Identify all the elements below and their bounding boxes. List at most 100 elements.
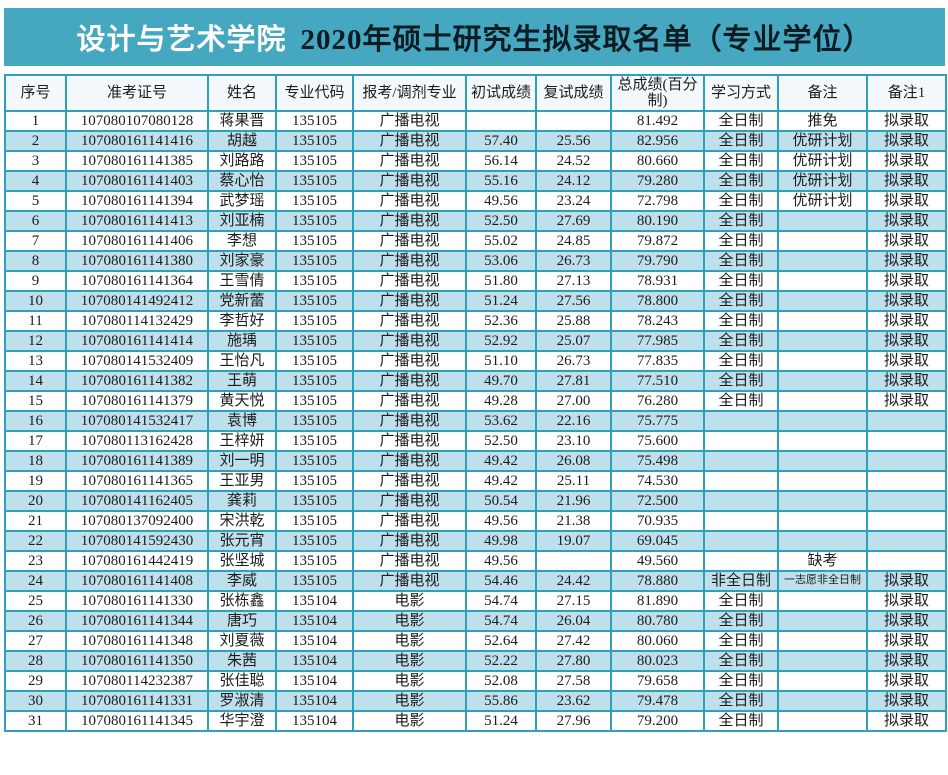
column-header: 准考证号 [65, 74, 209, 112]
cell [703, 490, 779, 512]
table-row: 8 107080161141380 刘家豪 135105 广播电视 53.06 26.73 7… [4, 250, 947, 272]
cell: 拟录取 [866, 710, 947, 732]
cell [777, 710, 868, 732]
cell: 拟录取 [866, 310, 947, 332]
cell: 广播电视 [352, 490, 467, 512]
cell: 52.64 [465, 630, 537, 652]
cell: 80.660 [610, 150, 705, 172]
table-row: 30 107080161141331 罗淑清 135104 电影 55.86 23.62 79… [4, 690, 947, 712]
cell: 16 [4, 410, 67, 432]
cell [777, 370, 868, 392]
cell: 135105 [275, 210, 354, 232]
cell: 135104 [275, 630, 354, 652]
cell: 69.045 [610, 530, 705, 552]
cell: 107080141592430 [65, 530, 209, 552]
cell: 79.872 [610, 230, 705, 252]
cell [777, 690, 868, 712]
cell: 107080161141379 [65, 390, 209, 412]
cell: 17 [4, 430, 67, 452]
cell: 51.24 [465, 710, 537, 732]
cell: 拟录取 [866, 590, 947, 612]
page-title: 2020年硕士研究生拟录取名单（专业学位） [300, 24, 873, 56]
title-banner: 设计与艺术学院 2020年硕士研究生拟录取名单（专业学位） [4, 8, 945, 66]
cell: 24.42 [535, 570, 612, 592]
cell: 25.07 [535, 330, 612, 352]
table-row: 6 107080161141413 刘亚楠 135105 广播电视 52.50 27.69 8… [4, 210, 947, 232]
cell: 135105 [275, 390, 354, 412]
cell: 21 [4, 510, 67, 532]
table-row: 2 107080161141416 胡越 135105 广播电视 57.40 25.56 82… [4, 130, 947, 152]
cell: 广播电视 [352, 330, 467, 352]
cell: 27 [4, 630, 67, 652]
cell: 107080107080128 [65, 110, 209, 132]
cell: 107080161141414 [65, 330, 209, 352]
cell: 拟录取 [866, 330, 947, 352]
table-row: 20 107080141162405 龚莉 135105 广播电视 50.54 21.96 7… [4, 490, 947, 512]
cell: 广播电视 [352, 110, 467, 132]
table-row: 10 107080141492412 党新蕾 135105 广播电视 51.24 27.56… [4, 290, 947, 312]
cell: 27.56 [535, 290, 612, 312]
cell: 135105 [275, 350, 354, 372]
cell: 张坚城 [207, 550, 277, 572]
cell: 刘家豪 [207, 250, 277, 272]
cell: 优研计划 [777, 130, 868, 152]
cell: 135105 [275, 450, 354, 472]
cell: 全日制 [703, 610, 779, 632]
cell [866, 450, 947, 472]
cell: 107080161141348 [65, 630, 209, 652]
cell: 6 [4, 210, 67, 232]
cell [777, 390, 868, 412]
cell: 宋洪乾 [207, 510, 277, 532]
cell: 华宇澄 [207, 710, 277, 732]
cell: 135105 [275, 550, 354, 572]
cell: 79.200 [610, 710, 705, 732]
table-row: 4 107080161141403 蔡心怡 135105 广播电视 55.16 24.12 7… [4, 170, 947, 192]
cell: 广播电视 [352, 550, 467, 572]
cell [535, 550, 612, 572]
cell: 广播电视 [352, 530, 467, 552]
cell [777, 350, 868, 372]
cell: 广播电视 [352, 370, 467, 392]
cell: 推免 [777, 110, 868, 132]
cell: 135104 [275, 690, 354, 712]
cell: 王萌 [207, 370, 277, 392]
cell: 135105 [275, 250, 354, 272]
cell: 135104 [275, 710, 354, 732]
cell: 7 [4, 230, 67, 252]
cell [777, 290, 868, 312]
cell: 135105 [275, 150, 354, 172]
cell [866, 550, 947, 572]
table-row: 5 107080161141394 武梦瑶 135105 广播电视 49.56 23.24 7… [4, 190, 947, 212]
cell [777, 510, 868, 532]
cell: 49.98 [465, 530, 537, 552]
cell: 广播电视 [352, 350, 467, 372]
cell: 优研计划 [777, 150, 868, 172]
admission-table: 序号 准考证号 姓名 专业代码 报考/调剂专业 初试成绩 复试成绩 总成绩(百分制) 学习方式备… [4, 74, 947, 732]
table-row: 12 107080161141414 施瑀 135105 广播电视 52.92 25.07 7… [4, 330, 947, 352]
cell: 拟录取 [866, 170, 947, 192]
cell: 党新蕾 [207, 290, 277, 312]
column-header: 初试成绩 [465, 74, 537, 112]
cell: 53.06 [465, 250, 537, 272]
cell: 29 [4, 670, 67, 692]
cell [777, 630, 868, 652]
cell: 13 [4, 350, 67, 372]
table-row: 25 107080161141330 张栋鑫 135104 电影 54.74 27.15 81… [4, 590, 947, 612]
cell: 全日制 [703, 130, 779, 152]
cell: 全日制 [703, 690, 779, 712]
cell: 全日制 [703, 190, 779, 212]
cell: 蔡心怡 [207, 170, 277, 192]
cell: 全日制 [703, 710, 779, 732]
cell [866, 410, 947, 432]
table-row: 23 107080161442419 张坚城 135105 广播电视 49.56 49.56… [4, 550, 947, 572]
cell: 全日制 [703, 250, 779, 272]
cell: 80.060 [610, 630, 705, 652]
cell: 拟录取 [866, 370, 947, 392]
cell: 24.85 [535, 230, 612, 252]
cell: 74.530 [610, 470, 705, 492]
cell: 78.931 [610, 270, 705, 292]
cell: 李想 [207, 230, 277, 252]
cell: 刘夏薇 [207, 630, 277, 652]
cell: 79.478 [610, 690, 705, 712]
cell [866, 470, 947, 492]
